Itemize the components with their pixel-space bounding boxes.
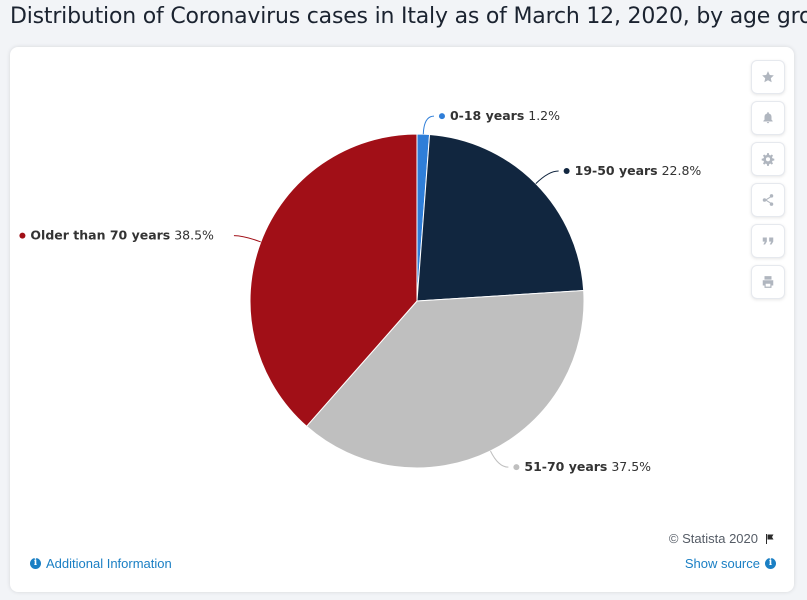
share-icon — [762, 194, 774, 206]
legend-dot — [563, 168, 570, 175]
additional-information-link[interactable]: i Additional Information — [30, 556, 172, 571]
data-label-51-70-years: 51-70 years 37.5% — [513, 459, 651, 474]
slice-category: 19-50 years — [575, 163, 658, 178]
bell-icon — [763, 112, 773, 124]
cite-button[interactable] — [751, 224, 785, 258]
show-source-label: Show source — [684, 556, 760, 571]
slice-label: 19-50 years 22.8% — [575, 163, 702, 178]
copyright: © Statista 2020 — [669, 531, 776, 546]
chart-toolbar — [751, 60, 785, 299]
connector-older-than-70-years — [233, 235, 261, 243]
data-label-19-50-years: 19-50 years 22.8% — [563, 163, 702, 178]
slice-label: Older than 70 years 38.5% — [30, 228, 214, 243]
star-icon — [762, 71, 774, 83]
additional-information-label: Additional Information — [46, 556, 172, 571]
slice-category: 0-18 years — [450, 108, 524, 123]
flag-icon[interactable] — [764, 533, 776, 545]
legend-dot — [513, 464, 520, 471]
info-icon: i — [30, 558, 41, 569]
gear-icon — [761, 153, 775, 166]
slice-value: 22.8% — [658, 163, 702, 178]
show-source-link[interactable]: Show source i — [685, 556, 776, 571]
legend-dot — [438, 113, 445, 120]
data-label-older-than-70-years: Older than 70 years 38.5% — [19, 228, 214, 243]
copyright-text: © Statista 2020 — [668, 531, 758, 546]
slice-value: 38.5% — [170, 228, 214, 243]
slice-category: Older than 70 years — [30, 228, 170, 243]
info-icon: i — [765, 558, 776, 569]
pie-slice-19-50-years[interactable] — [416, 133, 585, 302]
print-icon — [762, 276, 774, 288]
favorite-button[interactable] — [751, 60, 785, 94]
settings-button[interactable] — [751, 142, 785, 176]
legend-dot — [19, 232, 26, 239]
data-label-0-18-years: 0-18 years 1.2% — [438, 108, 560, 123]
quote-icon — [762, 237, 774, 245]
connector-0-18-years — [422, 115, 435, 135]
share-button[interactable] — [751, 183, 785, 217]
notification-button[interactable] — [751, 101, 785, 135]
chart-card: 0-18 years 1.2% 19-50 years 22.8% 51-70 ye… — [10, 47, 794, 592]
connector-19-50-years — [535, 170, 559, 185]
pie-slice-51-70-years[interactable] — [305, 289, 585, 469]
connector-51-70-years — [490, 450, 509, 468]
pie-chart: 0-18 years 1.2% 19-50 years 22.8% 51-70 ye… — [19, 108, 702, 474]
print-button[interactable] — [751, 265, 785, 299]
slice-category: 51-70 years — [524, 459, 607, 474]
slice-value: 1.2% — [524, 108, 560, 123]
page-title: Distribution of Coronavirus cases in Ita… — [10, 4, 807, 29]
slice-value: 37.5% — [607, 459, 651, 474]
slice-label: 51-70 years 37.5% — [524, 459, 651, 474]
slice-label: 0-18 years 1.2% — [450, 108, 560, 123]
